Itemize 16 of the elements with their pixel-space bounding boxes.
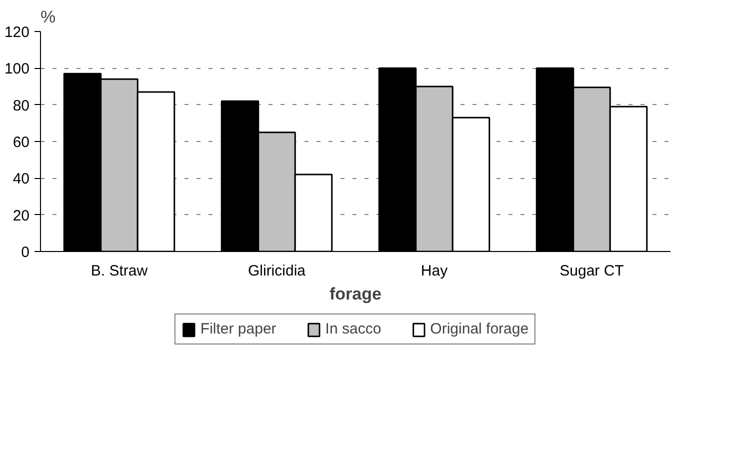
x-tick-label: Hay [420, 262, 448, 280]
x-tick-label: Sugar CT [560, 262, 624, 280]
y-tick-label: 40 [12, 170, 30, 188]
y-axis-title: % [40, 8, 56, 26]
legend-label: Filter paper [200, 320, 276, 338]
y-tick-label: 20 [12, 207, 30, 224]
legend-label: In sacco [325, 320, 382, 338]
x-tick-label: B. Straw [90, 262, 148, 280]
legend-label: Original forage [430, 320, 529, 338]
x-tick-label: Gliricidia [248, 262, 306, 280]
y-tick-label: 80 [12, 97, 30, 114]
x-axis-title: forage [330, 284, 382, 304]
y-tick-label: 60 [12, 134, 30, 151]
y-tick-label: 0 [21, 244, 30, 261]
y-tick-label: 120 [4, 24, 30, 41]
y-tick-label: 100 [4, 60, 30, 78]
